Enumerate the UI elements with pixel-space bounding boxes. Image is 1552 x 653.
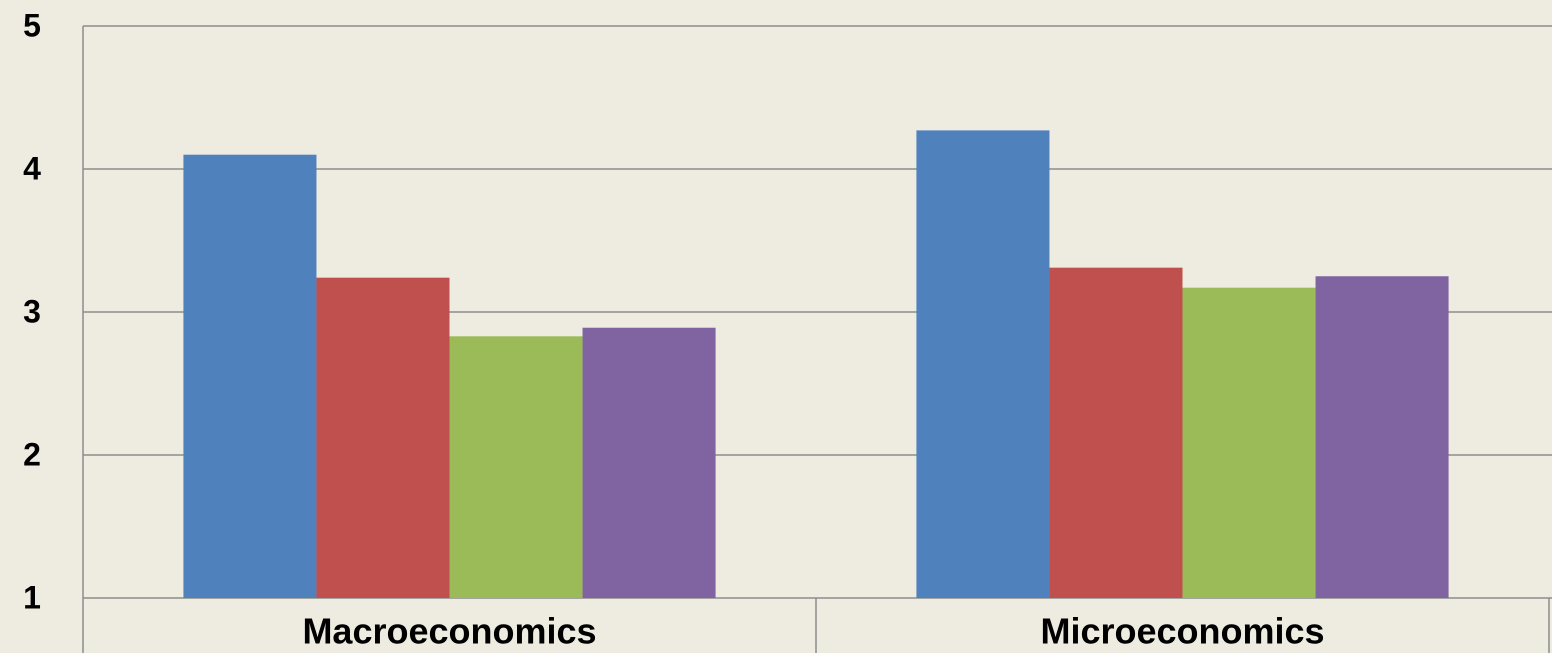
bar	[916, 130, 1050, 598]
bar	[1049, 267, 1183, 598]
bar	[1315, 276, 1449, 598]
bar	[582, 327, 716, 598]
bar	[1182, 287, 1316, 598]
bar	[449, 336, 583, 598]
bar	[316, 277, 450, 598]
y-tick-label: 3	[23, 293, 41, 329]
x-tick-label: Macroeconomics	[302, 611, 596, 652]
y-tick-label: 5	[23, 7, 41, 43]
y-tick-label: 4	[23, 150, 41, 186]
x-tick-label: Microeconomics	[1040, 611, 1324, 652]
bar	[183, 154, 317, 598]
y-tick-label: 1	[23, 579, 41, 615]
y-tick-label: 2	[23, 436, 41, 472]
